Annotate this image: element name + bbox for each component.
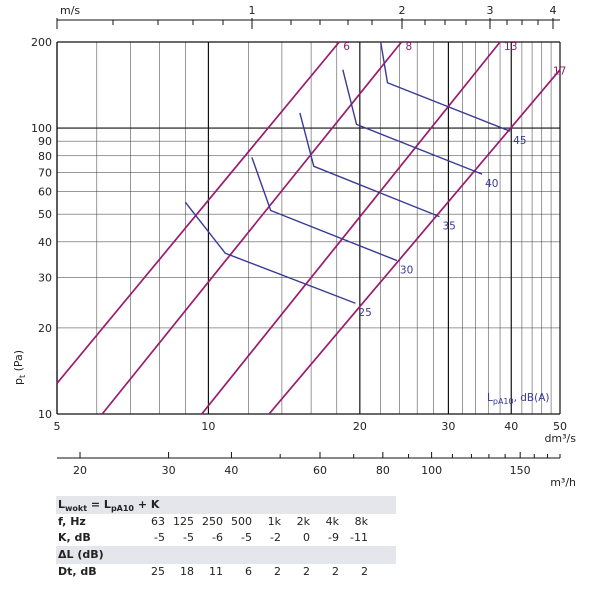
frequency-cell: 63 [151, 515, 165, 528]
y-tick-label: 40 [38, 236, 52, 249]
k-value-cell: -9 [328, 531, 339, 544]
frequency-cells: 63 125 250 500 1k 2k 4k 8k [136, 514, 368, 530]
dt-value-cell: 2 [303, 565, 310, 578]
sound-label-35: 35 [442, 221, 455, 233]
k-row: K, dB -5 -5 -6 -5 -2 0 -9 -11 [56, 530, 396, 546]
frequency-cell: 1k [267, 515, 281, 528]
formula-header: Lwokt = LpA10 + K [56, 496, 396, 514]
second-axis-tick-label: 80 [376, 464, 390, 477]
y-tick-label: 10 [38, 408, 52, 421]
k-value-cell: -5 [154, 531, 165, 544]
second-axis-tick-label: 100 [421, 464, 442, 477]
second-axis-unit: m³/h [550, 476, 576, 489]
sound-label-45: 45 [513, 135, 526, 147]
delta-header: ΔL (dB) [56, 546, 396, 564]
frequency-cell: 4k [325, 515, 339, 528]
k-value-cell: 0 [303, 531, 310, 544]
sound-label-40: 40 [485, 178, 498, 190]
y-axis-label: pt (Pa) [12, 350, 27, 385]
y-tick-label: 70 [38, 166, 52, 179]
dt-value-cell: 2 [332, 565, 339, 578]
top-axis-tick-label: 4 [550, 4, 557, 17]
sound-line-30 [251, 157, 398, 262]
second-axis-tick-label: 40 [224, 464, 238, 477]
x-tick-label: 40 [504, 420, 518, 433]
velocity-line-13 [201, 41, 501, 415]
frequency-row-label: f, Hz [58, 515, 86, 528]
velocity-label-13: 13 [504, 41, 517, 53]
y-tick-label: 200 [31, 36, 52, 49]
dt-row-label: Dt, dB [58, 565, 97, 578]
y-tick-label: 80 [38, 150, 52, 163]
dt-value-cell: 25 [151, 565, 165, 578]
k-value-cell: -6 [212, 531, 223, 544]
y-tick-label: 90 [38, 135, 52, 148]
velocity-label-8: 8 [405, 41, 412, 53]
formula-tail: + K [134, 498, 160, 511]
x-tick-label: 10 [201, 420, 215, 433]
y-tick-label: 100 [31, 122, 52, 135]
velocity-line-8 [101, 41, 403, 415]
frequency-row: f, Hz 63 125 250 500 1k 2k 4k 8k [56, 514, 396, 530]
velocity-label-6: 6 [343, 41, 350, 53]
top-axis-tick-label: 3 [487, 4, 494, 17]
sound-line-35 [299, 112, 440, 218]
second-axis-tick-label: 60 [313, 464, 327, 477]
sound-line-45 [379, 41, 511, 132]
k-value-cell: -2 [270, 531, 281, 544]
sound-line-25 [184, 201, 356, 304]
y-tick-label: 60 [38, 186, 52, 199]
sound-line-40 [342, 69, 483, 175]
chart-labels: LpA10, dB(A)5 10 20 30 40 50dm³/s102030405060… [12, 4, 576, 489]
formula-eq: = L [87, 498, 111, 511]
velocity-line-17 [268, 69, 561, 415]
sound-label-30: 30 [400, 265, 413, 277]
second-axis-tick-label: 20 [73, 464, 87, 477]
x-tick-label: 50 [553, 420, 567, 433]
major-gridlines [56, 41, 561, 415]
formula-lhs-sub: wokt [65, 504, 88, 514]
k-value-cell: -11 [350, 531, 368, 544]
dt-value-cell: 6 [245, 565, 252, 578]
y-tick-label: 30 [38, 272, 52, 285]
top-axis-tick-label: 1 [249, 4, 256, 17]
frequency-cell: 2k [296, 515, 310, 528]
frequency-cell: 250 [202, 515, 223, 528]
dt-value-cell: 18 [180, 565, 194, 578]
frequency-cell: 500 [231, 515, 252, 528]
top-axis-tick-label: 2 [399, 4, 406, 17]
k-row-label: K, dB [58, 531, 91, 544]
dt-row: Dt, dB 25 18 11 6 2 2 2 2 [56, 564, 396, 580]
velocity-lines: 6 8 13 17 [56, 41, 566, 415]
second-axis-tick-label: 150 [510, 464, 531, 477]
y-tick-label: 50 [38, 208, 52, 221]
chart-axes [56, 18, 561, 459]
frequency-cell: 125 [173, 515, 194, 528]
dt-value-cell: 2 [361, 565, 368, 578]
dt-cells: 25 18 11 6 2 2 2 2 [136, 564, 368, 580]
dt-value-cell: 11 [209, 565, 223, 578]
k-value-cell: -5 [183, 531, 194, 544]
x-tick-label: 20 [353, 420, 367, 433]
dt-value-cell: 2 [274, 565, 281, 578]
sound-label-25: 25 [358, 307, 371, 319]
sound-level-lines: 25 30 35 40 45 [184, 41, 527, 319]
legend-label: LpA10, dB(A) [487, 392, 550, 406]
correction-table: Lwokt = LpA10 + K f, Hz 63 125 250 500 1k 2k 4… [56, 496, 396, 580]
top-axis-unit: m/s [60, 4, 80, 17]
y-tick-label: 20 [38, 322, 52, 335]
frequency-cell: 8k [354, 515, 368, 528]
velocity-line-6 [56, 41, 340, 384]
x-tick-label: 30 [441, 420, 455, 433]
k-value-cell: -5 [241, 531, 252, 544]
minor-gridlines [57, 42, 560, 414]
x-axis-unit: dm³/s [544, 432, 576, 445]
formula-lhs: L [58, 498, 66, 511]
x-tick-label: 5 [54, 420, 61, 433]
second-axis-tick-label: 30 [162, 464, 176, 477]
k-cells: -5 -5 -6 -5 -2 0 -9 -11 [136, 530, 368, 546]
formula-rhs-sub: pA10 [110, 504, 134, 514]
velocity-label-17: 17 [553, 66, 566, 78]
